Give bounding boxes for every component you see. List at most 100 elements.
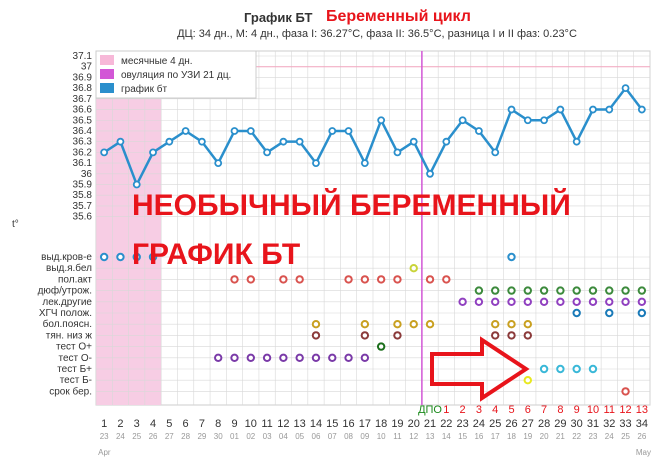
symptom-marker (409, 264, 418, 273)
symptom-marker (491, 297, 500, 306)
date-label: 19 (523, 432, 532, 441)
post-ovulation-day: 11 (604, 404, 615, 416)
symptom-marker (99, 252, 109, 262)
cycle-day-label: 23 (456, 418, 468, 430)
date-label: 14 (442, 432, 451, 441)
temperature-point (507, 105, 516, 114)
date-label: 09 (360, 432, 369, 441)
date-label: 20 (540, 432, 549, 441)
symptom-marker (539, 286, 549, 295)
post-ovulation-day: 1 (443, 404, 449, 416)
overlay-line-1: НЕОБЫЧНЫЙ БЕРЕМЕННЫЙ (132, 188, 571, 222)
y-tick-label: 35.7 (73, 201, 93, 212)
temperature-point (377, 116, 386, 125)
symptom-marker (295, 275, 304, 284)
temperature-point (295, 137, 304, 146)
chart-title: График БТ (244, 10, 313, 25)
y-tick-label: 36.8 (73, 83, 93, 94)
month-label: May (636, 448, 651, 457)
symptom-marker (637, 286, 647, 295)
cycle-day-label: 29 (554, 418, 566, 430)
temperature-point (621, 84, 630, 93)
symptom-marker (360, 275, 370, 284)
date-label: 29 (197, 432, 206, 441)
temperature-point (393, 148, 402, 157)
grid (95, 51, 651, 405)
temperature-point (475, 127, 483, 135)
symptom-marker (376, 342, 386, 351)
temperature-point (246, 127, 255, 135)
cycle-day-label: 27 (522, 418, 534, 430)
post-ovulation-day: 7 (541, 404, 547, 416)
temperature-point (344, 127, 353, 135)
symptom-marker (523, 320, 532, 329)
y-tick-label: 36.5 (73, 115, 93, 126)
date-label: 13 (426, 432, 435, 441)
row-label: тест О+ (56, 342, 92, 353)
date-label: 24 (605, 432, 614, 441)
cycle-day-label: 17 (359, 418, 371, 430)
cycle-day-label: 13 (294, 418, 306, 430)
row-label: лек.другие (42, 297, 92, 308)
date-label: 12 (409, 432, 418, 441)
symptom-marker (360, 320, 370, 329)
temperature-point (116, 137, 125, 146)
date-label: 06 (312, 432, 321, 441)
post-ovulation-day: 12 (619, 404, 631, 416)
date-label: 26 (637, 432, 646, 441)
symptom-marker (572, 308, 581, 318)
legend-swatch-ovulation (100, 69, 114, 79)
symptom-marker (523, 376, 532, 385)
cycle-day-label: 22 (440, 418, 452, 430)
symptom-marker (605, 297, 614, 306)
temperature-point (198, 137, 206, 146)
chart-subtitle: ДЦ: 34 дн., М: 4 дн., фаза I: 36.27°C, ф… (177, 28, 577, 40)
symptom-marker (295, 353, 304, 362)
symptom-marker (360, 331, 370, 340)
date-label: 04 (279, 432, 288, 441)
symptom-marker (474, 297, 484, 306)
row-label: выд.кров-е (41, 252, 92, 263)
symptom-marker (491, 331, 500, 340)
symptom-marker (246, 353, 255, 362)
symptom-marker (507, 252, 516, 262)
date-label: 10 (377, 432, 386, 441)
date-label: 02 (246, 432, 255, 441)
symptom-marker (214, 353, 223, 362)
temperature-point (328, 127, 337, 135)
symptom-marker (588, 364, 598, 374)
cycle-day-label: 25 (489, 418, 501, 430)
symptom-marker (279, 353, 288, 362)
temperature-point (312, 159, 320, 167)
symptom-marker (588, 297, 598, 306)
symptom-marker (442, 275, 451, 284)
symptom-marker (425, 320, 435, 329)
temperature-point (100, 148, 109, 157)
row-label: бол.поясн. (43, 318, 92, 330)
cycle-day-label: 12 (277, 418, 289, 430)
symptom-marker (458, 297, 467, 306)
y-tick-label: 36.7 (73, 94, 93, 105)
symptom-marker (507, 297, 516, 306)
date-label: 01 (230, 432, 239, 441)
post-ovulation-day: 5 (508, 404, 514, 416)
symptom-marker (539, 364, 549, 374)
post-ovulation-day: 6 (525, 404, 531, 416)
date-label: 24 (116, 432, 125, 441)
temperature-point (230, 127, 239, 135)
arrow-icon (430, 336, 530, 402)
symptom-marker (491, 320, 500, 329)
cycle-day-label: 1 (101, 418, 107, 430)
month-label: Apr (98, 448, 111, 457)
post-ovulation-day: 4 (492, 404, 498, 416)
cycle-day-label: 19 (391, 418, 403, 430)
symptom-marker (311, 320, 321, 329)
symptom-marker (605, 308, 614, 318)
symptom-marker (523, 297, 532, 306)
symptom-marker (605, 286, 614, 295)
symptom-marker (539, 297, 549, 306)
legend-item-ovulation: овуляция по УЗИ 21 дц. (121, 70, 231, 81)
cycle-day-label: 33 (619, 418, 631, 430)
row-label: тест Б+ (57, 364, 92, 375)
cycle-day-label: 6 (183, 418, 189, 430)
